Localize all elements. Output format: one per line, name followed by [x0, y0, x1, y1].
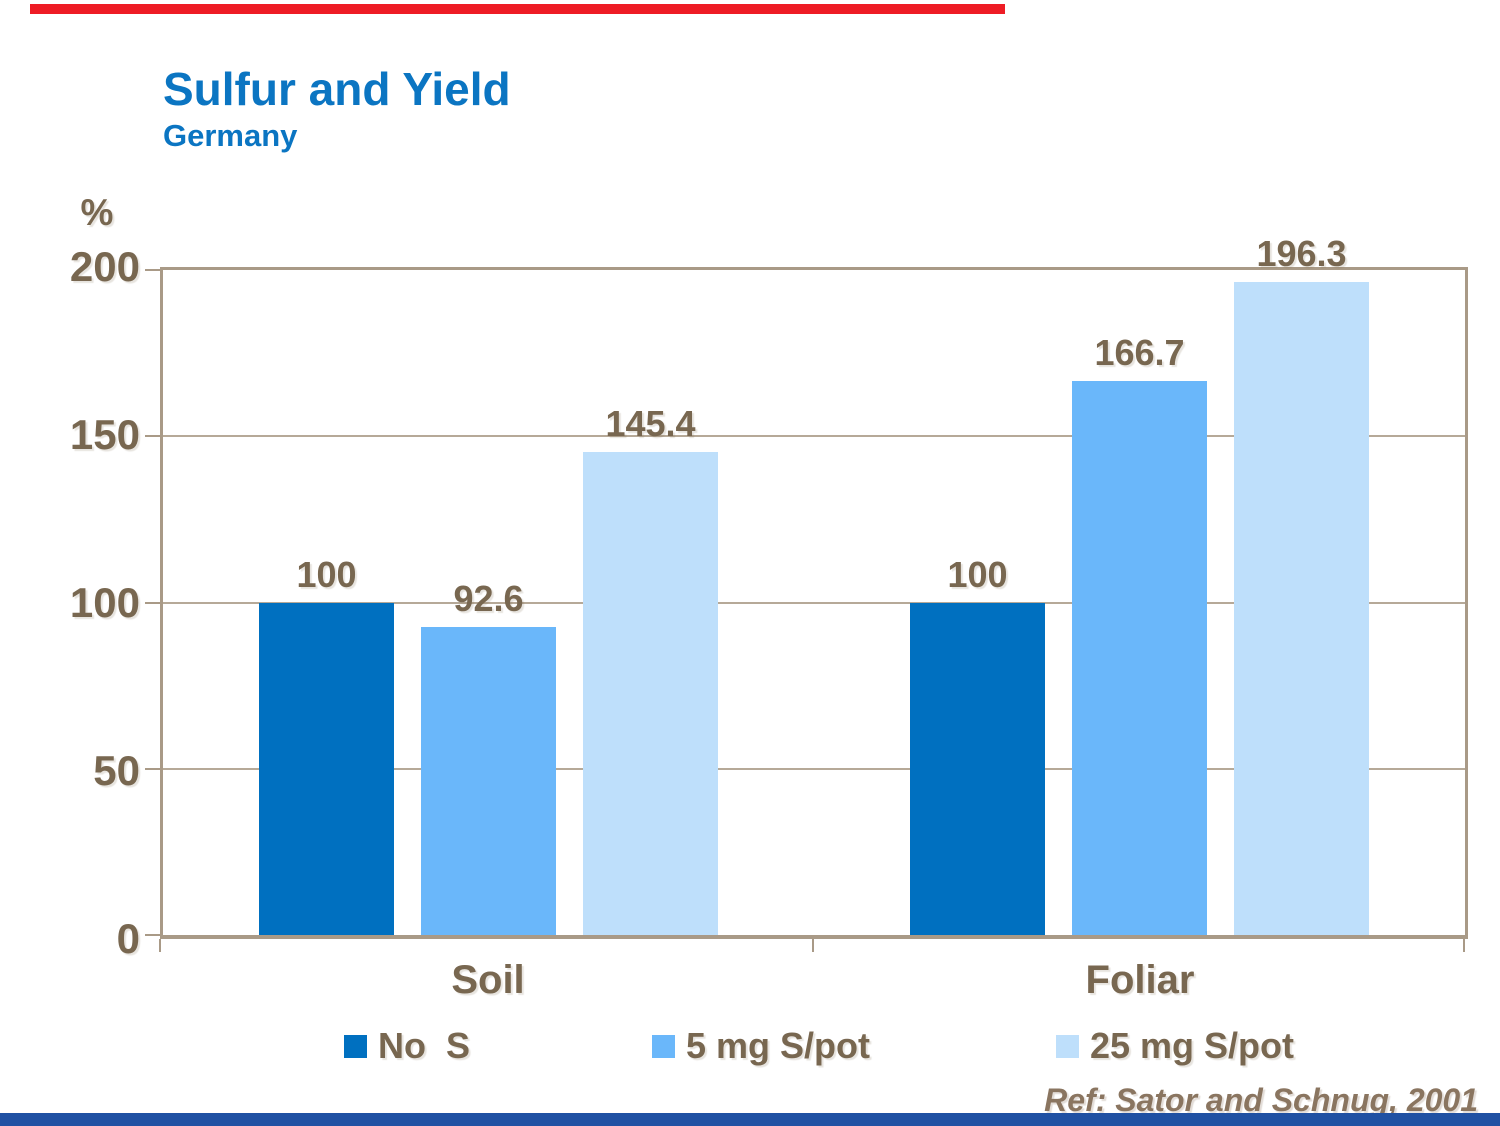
gridline	[163, 601, 1465, 604]
bar-value-label: 100	[296, 553, 357, 595]
bar-soil-series-0	[259, 602, 394, 935]
category-label-foliar: Foliar	[1085, 958, 1195, 1002]
y-axis-tick-mark	[145, 934, 160, 936]
y-axis-unit-label: %	[80, 192, 114, 233]
plot-area: 100 92.6 145.4 100 166.7 196.3	[160, 236, 1468, 939]
bar-soil-series-1	[421, 627, 556, 935]
legend-item-no-s: No S	[344, 1024, 470, 1068]
y-axis-tick-mark	[145, 601, 160, 604]
y-axis-tick-mark	[145, 435, 160, 438]
legend-swatch-no-s	[344, 1034, 367, 1058]
gridline	[163, 767, 1465, 770]
y-tick-label-100: 100	[69, 579, 140, 626]
x-axis-tick-mark	[1463, 939, 1465, 952]
y-tick-label-0: 0	[116, 915, 140, 962]
bar-value-label: 196.3	[1256, 233, 1347, 275]
legend-swatch-5mg	[652, 1034, 675, 1058]
legend-item-5mg: 5 mg S/pot	[652, 1024, 870, 1068]
bar-foliar-series-1	[1072, 380, 1207, 935]
legend-item-25mg: 25 mg S/pot	[1056, 1024, 1294, 1068]
top-accent-bar	[30, 4, 1005, 14]
legend-label-no-s: No S	[378, 1025, 471, 1066]
x-axis-tick-mark	[812, 939, 814, 952]
bar-foliar-series-0	[910, 602, 1045, 935]
bar-value-label: 166.7	[1094, 331, 1185, 373]
chart-title: Sulfur and Yield	[163, 63, 511, 115]
legend-label-5mg: 5 mg S/pot	[686, 1025, 871, 1066]
bar-value-label: 145.4	[605, 402, 696, 444]
bar-foliar-series-2	[1234, 282, 1369, 935]
bar-value-label: 92.6	[453, 578, 524, 620]
y-axis-tick-mark	[145, 269, 160, 271]
chart-subtitle: Germany	[163, 118, 298, 153]
x-axis-tick-mark	[159, 939, 161, 952]
bottom-accent-bar	[0, 1113, 1500, 1126]
reference-text: Ref: Sator and Schnug, 2001	[1044, 1082, 1478, 1118]
y-tick-label-150: 150	[69, 411, 140, 458]
gridline	[163, 435, 1465, 438]
y-tick-label-50: 50	[93, 747, 140, 794]
y-tick-label-200: 200	[69, 243, 140, 290]
legend-label-25mg: 25 mg S/pot	[1090, 1025, 1295, 1066]
legend-swatch-25mg	[1056, 1034, 1079, 1058]
category-label-soil: Soil	[451, 958, 525, 1002]
bar-value-label: 100	[947, 553, 1008, 595]
y-axis-tick-mark	[145, 767, 160, 770]
bar-soil-series-2	[583, 451, 718, 935]
